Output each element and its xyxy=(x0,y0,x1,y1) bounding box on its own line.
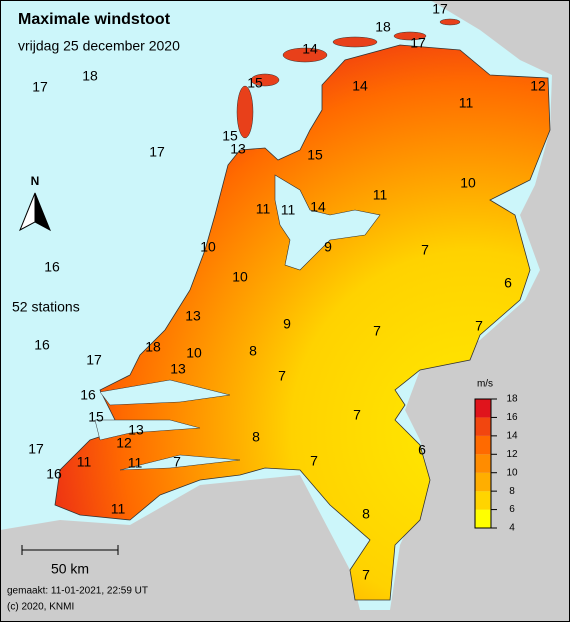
station-value: 7 xyxy=(310,453,318,469)
station-value: 7 xyxy=(373,323,381,339)
scale-label: 50 km xyxy=(51,561,89,577)
footer-line: (c) 2020, KNMI xyxy=(7,602,74,613)
legend-tick-label: 10 xyxy=(506,467,518,478)
station-value: 15 xyxy=(88,409,104,425)
title: Maximale windstoot xyxy=(18,11,171,28)
station-value: 16 xyxy=(46,466,62,482)
legend-band xyxy=(475,509,491,528)
station-value: 8 xyxy=(252,429,260,445)
zeeland-waters xyxy=(94,379,241,471)
footer-line: gemaakt: 11-01-2021, 22:59 UT xyxy=(7,586,148,597)
station-value: 11 xyxy=(111,501,126,517)
station-value: 6 xyxy=(418,442,426,458)
station-value: 14 xyxy=(302,41,318,57)
station-value: 13 xyxy=(230,141,246,157)
station-value: 9 xyxy=(324,239,332,255)
north-label: N xyxy=(31,174,40,188)
station-value: 6 xyxy=(504,275,512,291)
station-value: 11 xyxy=(373,187,388,203)
wadden-islands xyxy=(236,18,461,139)
station-value: 11 xyxy=(281,202,296,218)
station-value: 11 xyxy=(77,454,92,470)
station-value: 18 xyxy=(375,19,391,35)
north-arrow: N xyxy=(19,174,51,232)
station-value: 16 xyxy=(80,387,96,403)
station-value: 10 xyxy=(186,345,202,361)
legend-frame xyxy=(474,398,492,529)
station-count: 52 stations xyxy=(12,299,80,315)
station-value: 11 xyxy=(459,95,474,111)
station-value: 7 xyxy=(362,567,370,583)
station-value: 10 xyxy=(232,269,248,285)
station-value: 17 xyxy=(86,352,102,368)
legend-band xyxy=(475,399,491,418)
subtitle: vrijdag 25 december 2020 xyxy=(18,38,180,54)
station-value: 11 xyxy=(256,201,271,217)
legend-tick-label: 12 xyxy=(506,449,518,460)
station-value: 12 xyxy=(116,435,132,451)
station-value: 17 xyxy=(28,441,44,457)
station-value: 15 xyxy=(247,75,263,91)
legend-tick-label: 6 xyxy=(509,504,515,515)
ijsselmeer xyxy=(274,174,381,271)
station-value: 13 xyxy=(185,308,201,324)
station-value: 14 xyxy=(310,199,326,215)
legend-unit: m/s xyxy=(477,379,493,390)
station-value: 7 xyxy=(475,318,483,334)
station-value: 9 xyxy=(283,316,291,332)
station-value: 7 xyxy=(421,242,429,258)
station-value: 17 xyxy=(432,1,448,17)
legend-tick-label: 8 xyxy=(509,486,515,497)
station-value: 11 xyxy=(128,455,143,471)
station-value: 10 xyxy=(460,175,476,191)
station-value: 8 xyxy=(249,343,257,359)
station-value: 17 xyxy=(32,79,48,95)
legend-band xyxy=(475,435,491,455)
station-value: 17 xyxy=(410,35,426,51)
legend-tick-label: 4 xyxy=(509,523,515,534)
station-value: 10 xyxy=(200,239,216,255)
station-value: 8 xyxy=(362,506,370,522)
legend-tick-label: 18 xyxy=(506,394,518,405)
station-value: 16 xyxy=(34,337,50,353)
station-value: 15 xyxy=(222,128,238,144)
legend-band xyxy=(475,491,491,510)
station-value: 18 xyxy=(82,68,98,84)
station-value: 7 xyxy=(278,368,286,384)
station-value: 18 xyxy=(145,339,161,355)
station-value: 13 xyxy=(128,422,144,438)
legend-tick-label: 16 xyxy=(506,412,518,423)
station-value: 7 xyxy=(173,454,181,470)
station-value: 15 xyxy=(307,147,323,163)
legend-band xyxy=(475,417,491,436)
station-value: 17 xyxy=(149,144,165,160)
station-value: 12 xyxy=(530,78,546,94)
station-value: 7 xyxy=(353,407,361,423)
legend-tick-label: 14 xyxy=(506,430,518,441)
legend-band xyxy=(475,454,491,473)
station-value: 14 xyxy=(352,78,368,94)
station-value: 13 xyxy=(170,361,186,377)
station-value: 16 xyxy=(44,259,60,275)
legend-band xyxy=(475,472,491,492)
